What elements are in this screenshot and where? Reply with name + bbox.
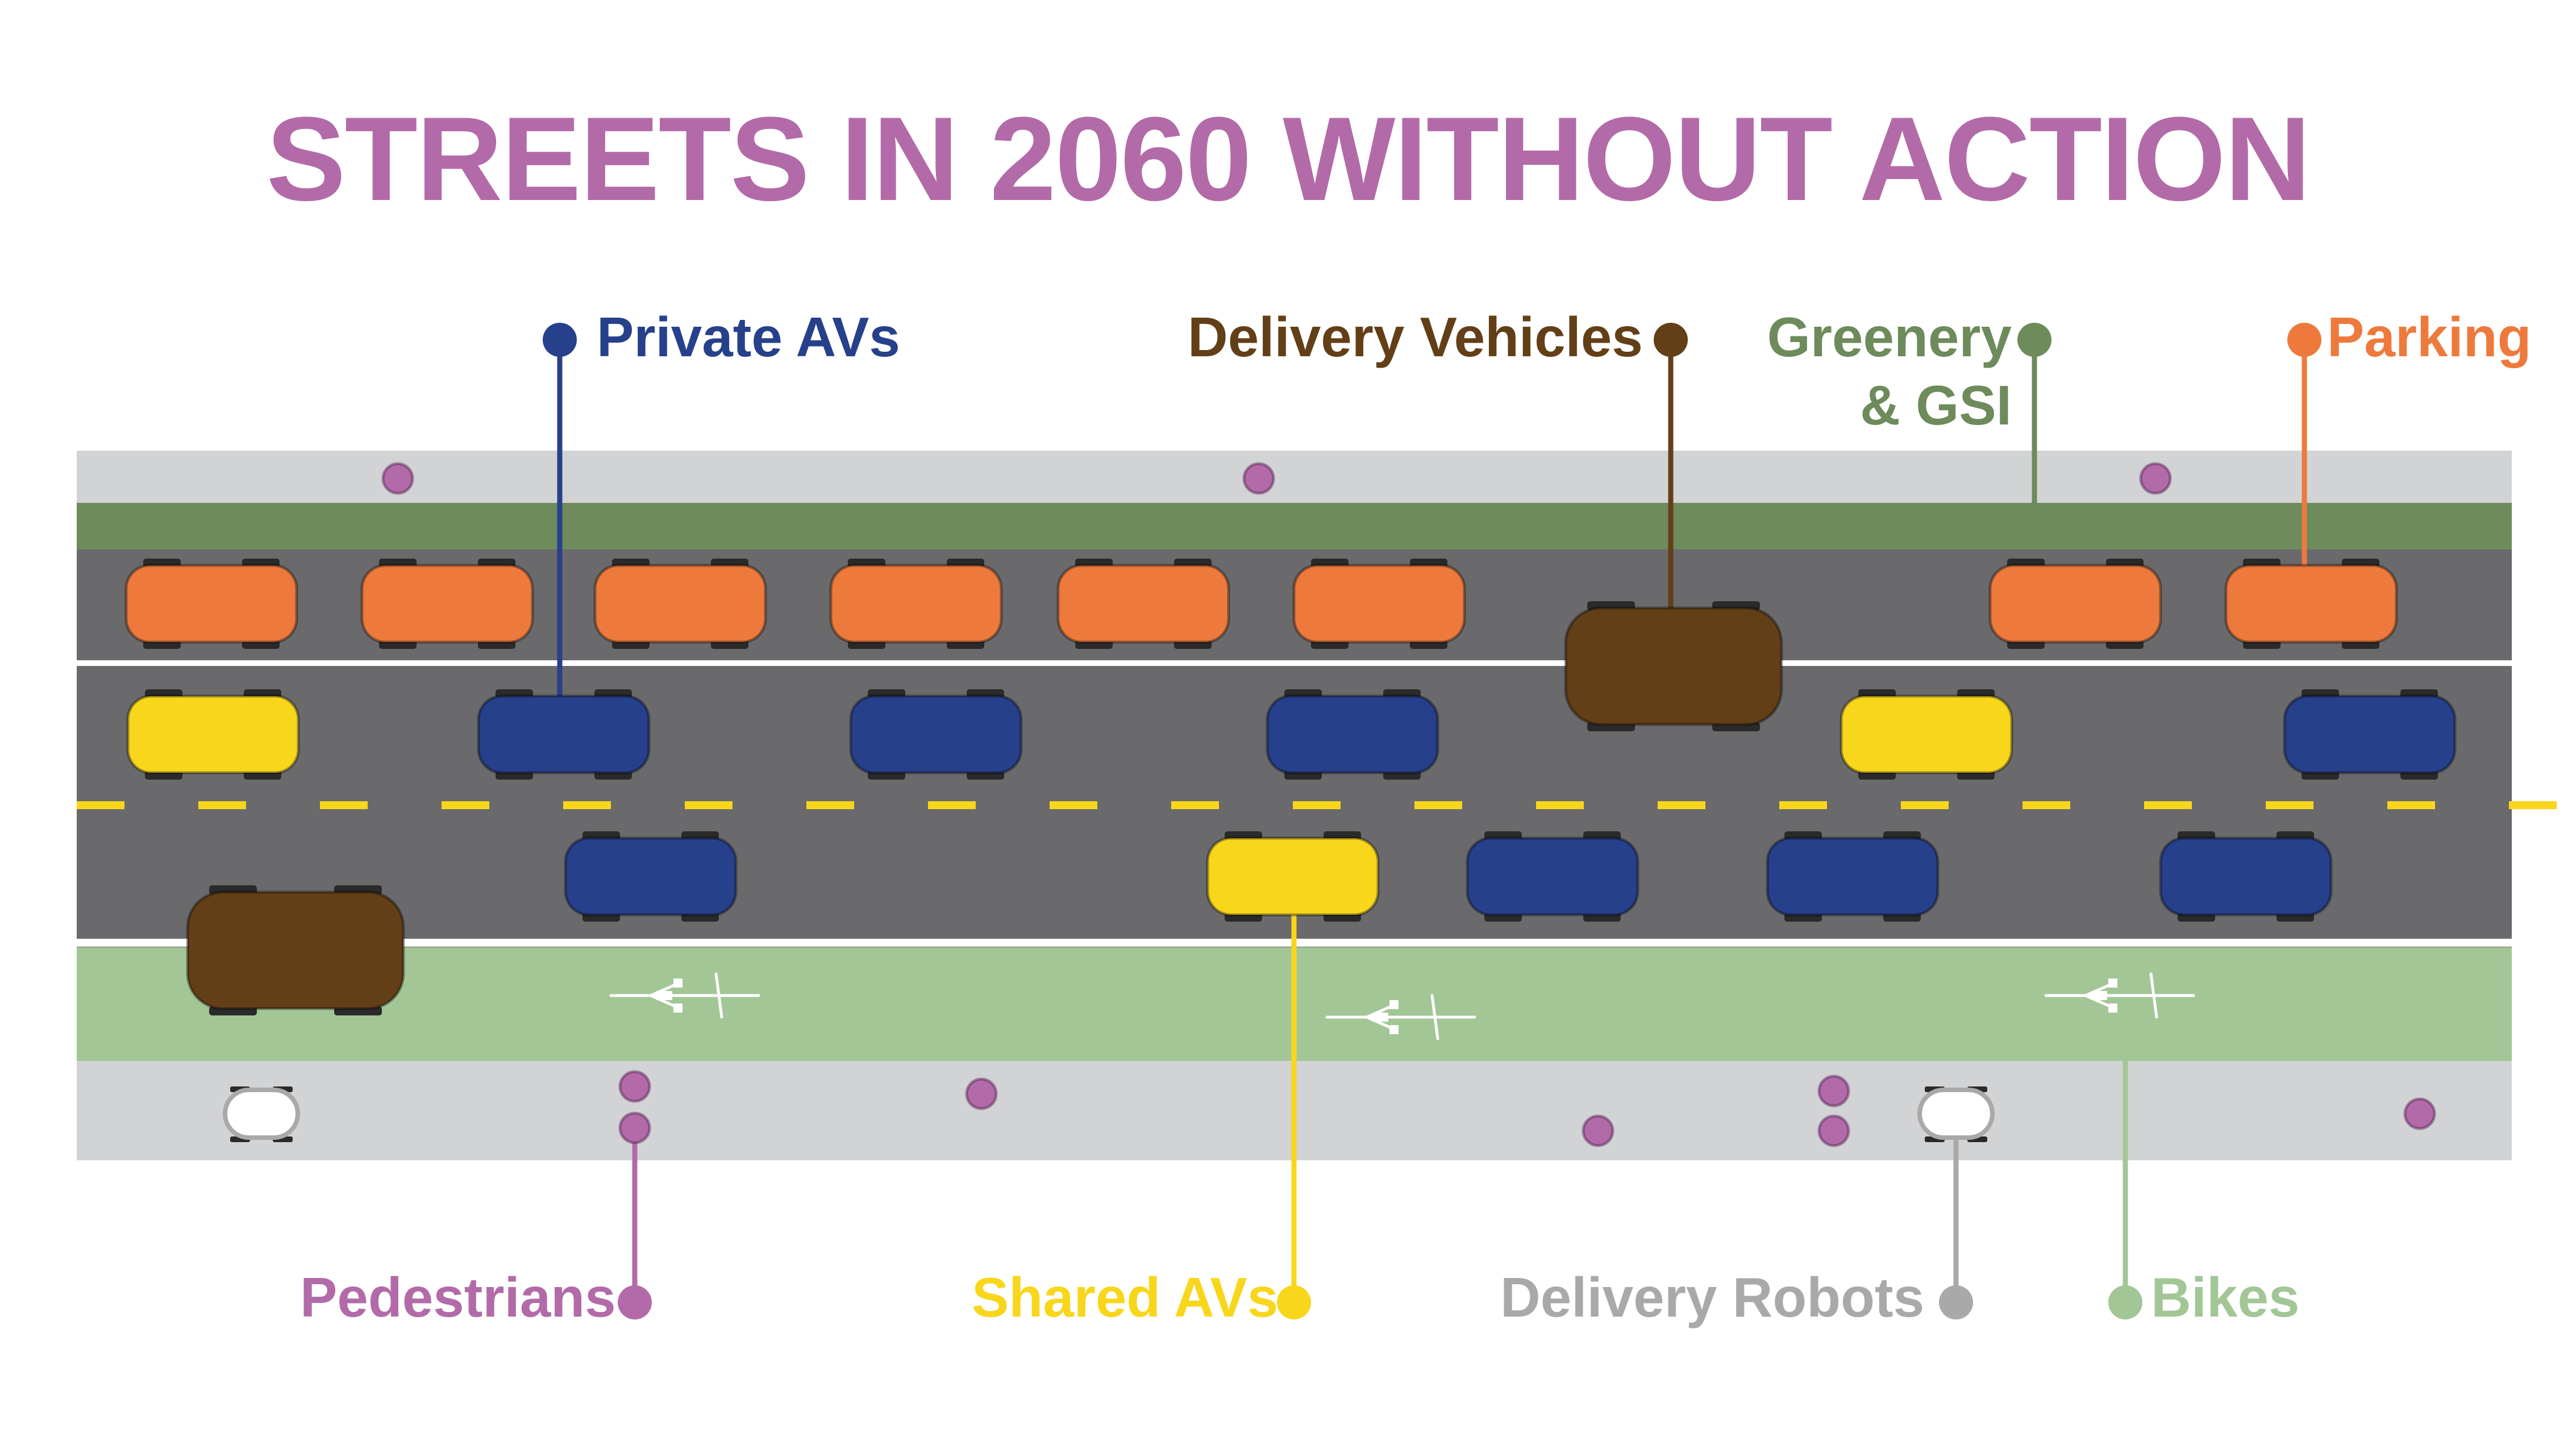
private-av <box>1766 831 1940 922</box>
parked-car <box>124 559 298 649</box>
center-dash <box>1779 801 1827 809</box>
leader-private-avs-dot <box>543 323 577 357</box>
private-av <box>564 831 738 922</box>
parked-car <box>1988 559 2162 649</box>
center-dash <box>2144 801 2192 809</box>
private-av <box>477 689 651 780</box>
leader-shared-avs-dot <box>1277 1285 1311 1319</box>
lane-markings <box>77 660 2557 947</box>
center-dash <box>77 801 124 809</box>
private-av <box>1266 689 1439 780</box>
parked-car <box>2224 559 2398 649</box>
private-av <box>849 689 1023 780</box>
leader-pedestrians-dot <box>618 1285 652 1319</box>
center-dash <box>1293 801 1341 809</box>
bike-symbols <box>609 972 2195 1040</box>
pedestrian <box>381 462 414 495</box>
greenery-strip <box>77 503 2512 549</box>
parked-car <box>829 559 1003 649</box>
label-delivery-robots: Delivery Robots <box>1500 1266 1925 1329</box>
delivery-truck <box>186 885 405 1015</box>
center-dash <box>1171 801 1219 809</box>
label-greenery-line1: Greenery <box>1767 306 2012 368</box>
shared-av <box>1840 689 2013 780</box>
parked-car <box>1056 559 1230 649</box>
top-sidewalk <box>77 451 2512 503</box>
parked-car <box>360 559 534 649</box>
center-dash <box>685 801 733 809</box>
delivery-truck <box>1564 601 1783 731</box>
center-dash <box>198 801 246 809</box>
bike-lane-symbol-icon <box>1325 994 1476 1040</box>
pedestrians-group <box>381 462 2436 1147</box>
label-delivery-vehicles: Delivery Vehicles <box>1188 306 1643 368</box>
pedestrian <box>2403 1097 2436 1130</box>
center-dash <box>2266 801 2313 809</box>
leader-delivery-robots-dot <box>1939 1285 1973 1319</box>
private-av <box>2283 689 2457 780</box>
bike-lane-symbol-icon <box>2044 972 2195 1019</box>
pedestrian <box>1242 462 1275 495</box>
pedestrian <box>1817 1114 1850 1147</box>
parked-car <box>1292 559 1466 649</box>
pedestrian <box>618 1111 651 1144</box>
leader-greenery-dot <box>2017 323 2051 357</box>
pedestrian <box>1582 1114 1614 1147</box>
leader-parking-dot <box>2287 323 2321 357</box>
center-dash <box>928 801 976 809</box>
pedestrian <box>965 1077 998 1110</box>
pedestrian <box>2139 462 2172 495</box>
center-dash <box>2387 801 2435 809</box>
parked-car <box>593 559 767 649</box>
pedestrian <box>1817 1075 1850 1107</box>
center-dash <box>1658 801 1705 809</box>
leader-bikes-dot <box>2108 1285 2142 1319</box>
center-dash <box>1050 801 1097 809</box>
leader-lines <box>543 323 2321 1319</box>
center-dash <box>2022 801 2070 809</box>
diagram-title: STREETS IN 2060 WITHOUT ACTION <box>266 92 2311 226</box>
label-shared-avs: Shared AVs <box>972 1266 1279 1329</box>
parking-lane-line <box>77 660 2512 666</box>
label-private-avs: Private AVs <box>597 306 900 368</box>
private-av <box>2159 831 2333 922</box>
center-dash <box>806 801 854 809</box>
shared-av <box>126 689 300 780</box>
leader-delivery-vehicles-dot <box>1654 323 1688 357</box>
vehicles <box>124 559 2457 1142</box>
center-dash <box>442 801 489 809</box>
private-av <box>1466 831 1639 922</box>
label-pedestrians: Pedestrians <box>300 1266 616 1329</box>
label-bikes: Bikes <box>2151 1266 2300 1329</box>
center-dash <box>1536 801 1584 809</box>
pedestrian <box>618 1070 651 1103</box>
center-dash <box>1901 801 1949 809</box>
bike-lane-symbol-icon <box>609 972 760 1019</box>
center-dash <box>563 801 611 809</box>
center-dash <box>1414 801 1462 809</box>
label-greenery-line2: & GSI <box>1860 374 2012 436</box>
center-dash <box>2509 801 2557 809</box>
center-dash <box>320 801 368 809</box>
shared-av <box>1206 831 1380 922</box>
delivery-robot <box>223 1086 300 1142</box>
delivery-robot <box>1917 1086 1995 1142</box>
label-parking: Parking <box>2327 306 2532 368</box>
